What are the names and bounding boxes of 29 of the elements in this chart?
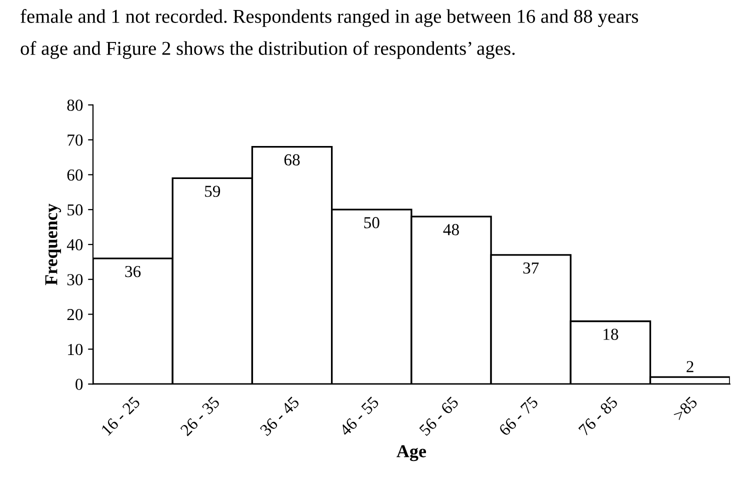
- data-label: 2: [686, 361, 694, 372]
- y-tick-label: 40: [66, 239, 83, 250]
- x-tick-label: 56 - 65: [418, 396, 460, 436]
- data-label: 68: [284, 154, 300, 166]
- x-tick-label: 46 - 55: [338, 396, 380, 437]
- data-label: 59: [205, 186, 220, 197]
- text: female and 1 not recorded. Respondents ranged in age between 16 and 88 years: [20, 9, 638, 27]
- data-label: 48: [443, 224, 459, 236]
- text: of age and Figure 2 shows the distribution of respondents’ ages.: [20, 41, 515, 59]
- data-label: 36: [125, 266, 141, 278]
- x-tick-label: >85: [672, 396, 698, 422]
- x-tick-label: 16 - 25: [100, 396, 141, 436]
- y-tick-label: 70: [68, 134, 83, 146]
- y-tick-label: 80: [67, 100, 83, 111]
- x-tick-label: 76 - 85: [578, 396, 618, 436]
- y-tick-label: 20: [67, 308, 83, 320]
- y-tick-label: 50: [68, 204, 83, 216]
- data-label: 50: [364, 217, 380, 228]
- x-tick-label: 26 - 35: [180, 396, 220, 436]
- y-tick-label: 30: [67, 274, 83, 286]
- y-tick-label: 0: [76, 378, 83, 390]
- y-axis-title: Frequency: [45, 204, 62, 286]
- data-label: 18: [604, 328, 618, 340]
- y-tick-label: 60: [67, 169, 83, 181]
- x-tick-label: 36 - 45: [260, 396, 300, 436]
- x-axis-title: Age: [396, 445, 426, 462]
- x-tick-label: 66 - 75: [498, 396, 539, 436]
- data-label: 37: [523, 262, 539, 274]
- y-tick-label: 10: [68, 344, 83, 356]
